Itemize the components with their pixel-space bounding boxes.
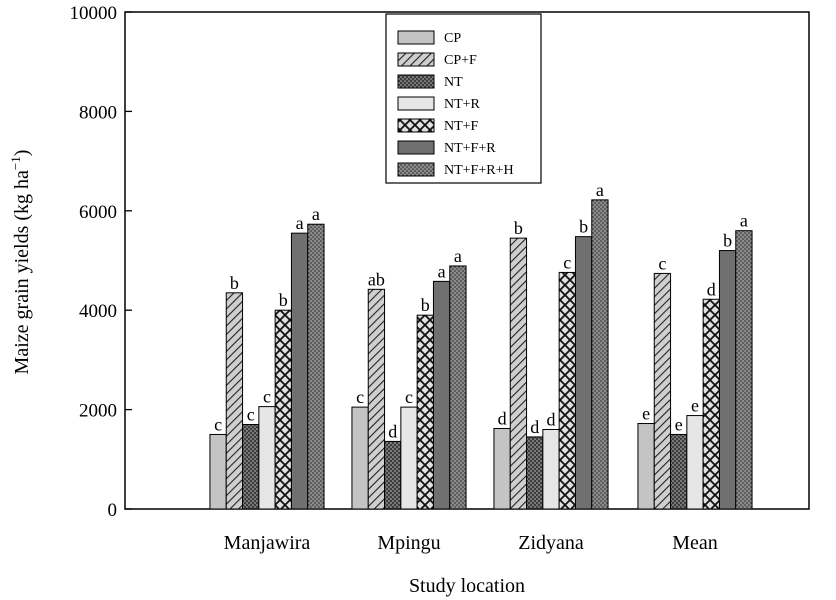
significance-letter: c: [247, 405, 255, 425]
bar-nt-r: [258, 406, 276, 510]
x-tick-label: Mean: [672, 532, 718, 554]
y-axis: 0 2000 4000 6000 8000 10000: [70, 3, 132, 521]
bar-cp: [351, 406, 369, 510]
y-axis-title-main: Maize grain yields (kg ha: [11, 170, 33, 374]
significance-letter: a: [312, 204, 320, 224]
legend-label: NT+F+R+H: [444, 163, 514, 178]
significance-letter: a: [740, 211, 748, 231]
bar-nt-f-r-h: [307, 223, 325, 510]
bar-cp: [209, 433, 227, 510]
bar-cp-f: [653, 272, 672, 510]
bar-nt-r: [400, 406, 418, 510]
bar-cp-f: [509, 237, 528, 510]
significance-letter: d: [547, 409, 556, 429]
legend-swatch: [397, 96, 435, 111]
significance-letter: e: [691, 396, 699, 416]
legend-label: CP+F: [444, 53, 477, 68]
bar-nt: [242, 424, 260, 510]
y-axis-title-exponent: −1: [8, 156, 23, 170]
bar-cp-f: [367, 288, 386, 510]
significance-letter: b: [421, 295, 430, 315]
x-tick-label: Mpingu: [377, 532, 440, 554]
significance-letter: ab: [368, 269, 385, 289]
significance-letter: c: [658, 253, 666, 273]
y-tick-label: 0: [108, 500, 118, 521]
significance-letter: b: [230, 273, 239, 293]
bars-group: [209, 199, 753, 510]
bar-nt-f-r: [432, 280, 451, 510]
bar-nt: [526, 436, 544, 510]
significance-letter: a: [438, 261, 446, 281]
y-tick-label: 2000: [79, 401, 117, 422]
x-axis-title: Study location: [409, 575, 525, 597]
y-tick-label: 6000: [79, 202, 117, 223]
significance-letter: e: [642, 404, 650, 424]
legend-label: NT+F+R: [444, 141, 496, 156]
significance-letter: c: [356, 387, 364, 407]
significance-letter: a: [454, 246, 462, 266]
legend-label: CP: [444, 31, 461, 46]
bar-nt-f-r-h: [449, 265, 467, 510]
significance-letter: a: [296, 213, 304, 233]
significance-letter: d: [707, 279, 716, 299]
bar-nt-f: [416, 314, 434, 510]
bar-nt-r: [686, 415, 704, 510]
significance-letter: d: [388, 421, 397, 441]
bar-nt-f-r: [718, 250, 737, 510]
bar-nt-f-r: [574, 236, 593, 510]
significance-letter: a: [596, 180, 604, 200]
bar-nt: [670, 433, 688, 510]
significance-letter: d: [498, 408, 507, 428]
bar-nt-f-r-h: [591, 199, 609, 510]
legend-swatch: [397, 118, 435, 133]
bar-nt: [384, 440, 402, 510]
x-tick-label: Manjawira: [224, 532, 311, 554]
y-axis-title-close: ): [11, 150, 33, 157]
y-tick-label: 8000: [79, 102, 117, 123]
legend-swatch: [397, 30, 435, 45]
bar-nt-f-r: [290, 232, 309, 510]
plot-frame: [124, 11, 810, 510]
x-tick-label: Zidyana: [518, 532, 584, 554]
significance-letter: c: [405, 387, 413, 407]
legend: CP CP+F NT NT+R NT+F NT+F+R NT+F+R+H: [385, 13, 542, 184]
bar-cp: [493, 427, 511, 510]
bar-cp: [637, 423, 655, 510]
significance-letter: b: [579, 217, 588, 237]
y-tick-label: 10000: [70, 3, 118, 24]
significance-letter: b: [514, 218, 523, 238]
legend-swatch: [397, 74, 435, 89]
legend-swatch: [397, 52, 435, 67]
bar-nt-f: [558, 271, 576, 510]
significance-letter: b: [279, 290, 288, 310]
bar-nt-f: [274, 309, 292, 510]
significance-letter: c: [263, 387, 271, 407]
x-axis: Manjawira Mpingu Zidyana Mean: [224, 532, 718, 554]
y-axis-title: Maize grain yields (kg ha−1): [8, 150, 33, 375]
significance-letter: e: [675, 414, 683, 434]
bar-nt-f-r-h: [735, 230, 753, 510]
bar-nt-f: [702, 298, 720, 510]
legend-swatch: [397, 140, 435, 155]
legend-label: NT: [444, 75, 463, 90]
significance-letter: d: [530, 417, 539, 437]
significance-letter: b: [723, 231, 732, 251]
bar-cp-f: [225, 292, 244, 510]
legend-label: NT+R: [444, 97, 481, 112]
legend-label: NT+F: [444, 119, 479, 134]
bar-nt-r: [542, 428, 560, 510]
significance-letter: c: [214, 414, 222, 434]
y-tick-label: 4000: [79, 301, 117, 322]
significance-letter: c: [563, 252, 571, 272]
legend-swatch: [397, 162, 435, 177]
